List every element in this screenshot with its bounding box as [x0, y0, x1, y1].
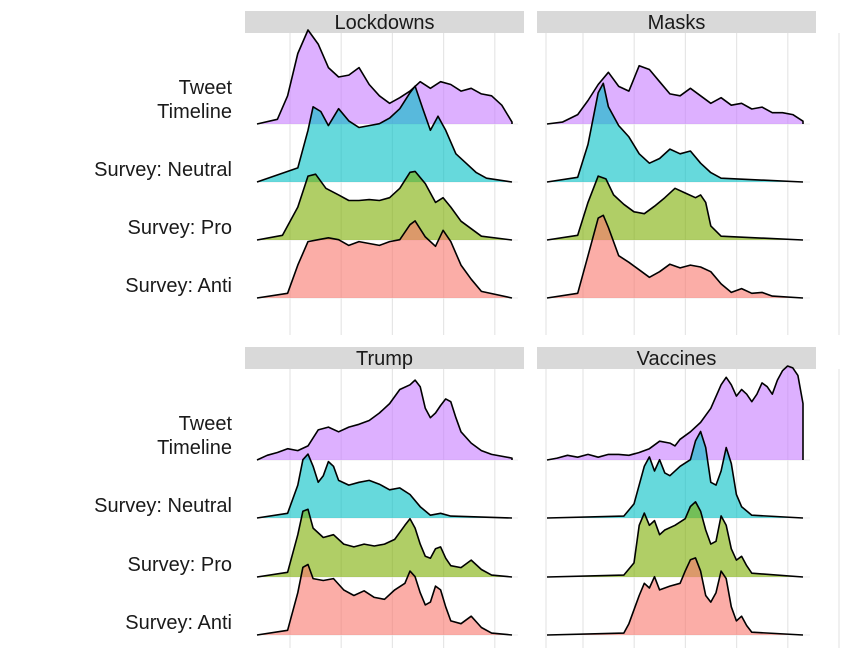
- y-label-survey-neutral-row1: Survey: Neutral: [94, 495, 232, 517]
- ridge-line-masks-survey-neutral: [546, 82, 804, 183]
- ridge-line-trump-survey-pro: [256, 508, 513, 578]
- ridge-fill-lockdowns-survey-anti: [257, 220, 512, 298]
- strip-label-vaccines: Vaccines: [637, 348, 717, 370]
- y-label-survey-pro-row1: Survey: Pro: [128, 554, 232, 576]
- ridges: [256, 29, 804, 636]
- ridge-line-vaccines-survey-pro: [546, 501, 804, 578]
- ridge-fill-lockdowns-survey-pro: [257, 171, 512, 240]
- y-label-tweet-timeline-row1: Tweet Timeline: [157, 413, 232, 459]
- ridge-line-masks-tweet-timeline: [546, 64, 804, 125]
- ridge-fill-lockdowns-survey-neutral: [257, 86, 512, 182]
- ridge-fill-masks-tweet-timeline: [547, 65, 803, 124]
- ridge-line-lockdowns-survey-neutral: [256, 85, 513, 183]
- y-label-tweet-timeline-row0: Tweet Timeline: [157, 77, 232, 123]
- ridge-line-lockdowns-survey-anti: [256, 220, 513, 299]
- ridge-line-masks-survey-pro: [546, 175, 804, 241]
- strip-label-trump: Trump: [356, 348, 413, 370]
- ridge-line-masks-survey-anti: [546, 214, 804, 299]
- ridge-line-vaccines-survey-neutral: [546, 430, 804, 519]
- ridge-fill-trump-tweet-timeline: [257, 380, 512, 460]
- ridge-fill-trump-survey-pro: [257, 509, 512, 577]
- ridge-fill-masks-survey-pro: [547, 176, 803, 240]
- strip-label-masks: Masks: [648, 12, 706, 34]
- ridge-line-lockdowns-tweet-timeline: [256, 29, 513, 125]
- y-label-survey-neutral-row0: Survey: Neutral: [94, 159, 232, 181]
- strip-vaccines: [537, 347, 816, 369]
- ridge-fill-vaccines-survey-anti: [547, 557, 803, 635]
- ridge-line-lockdowns-survey-pro: [256, 170, 513, 241]
- strip-label-lockdowns: Lockdowns: [334, 12, 434, 34]
- y-label-survey-anti-row0: Survey: Anti: [125, 275, 232, 297]
- ridge-fill-vaccines-tweet-timeline: [547, 366, 803, 460]
- y-label-survey-pro-row0: Survey: Pro: [128, 217, 232, 239]
- ridge-line-vaccines-tweet-timeline: [546, 365, 804, 461]
- strip-lockdowns: [245, 11, 524, 33]
- ridge-fill-masks-survey-neutral: [547, 83, 803, 182]
- strip-masks: [537, 11, 816, 33]
- y-axis-labels: Tweet Timeline Survey: Neutral Survey: Pro S…: [94, 77, 232, 634]
- ridge-line-trump-survey-neutral: [256, 453, 513, 519]
- y-label-survey-anti-row1: Survey: Anti: [125, 612, 232, 634]
- ridge-fill-lockdowns-tweet-timeline: [257, 30, 512, 124]
- ridge-line-trump-tweet-timeline: [256, 379, 513, 461]
- ridge-fill-trump-survey-neutral: [257, 454, 512, 518]
- ridge-line-trump-survey-anti: [256, 563, 513, 636]
- facet-strips: Lockdowns Masks Trump Vaccines: [245, 11, 816, 370]
- ridge-fill-vaccines-survey-neutral: [547, 431, 803, 518]
- strip-trump: [245, 347, 524, 369]
- ridge-line-vaccines-survey-anti: [546, 557, 804, 636]
